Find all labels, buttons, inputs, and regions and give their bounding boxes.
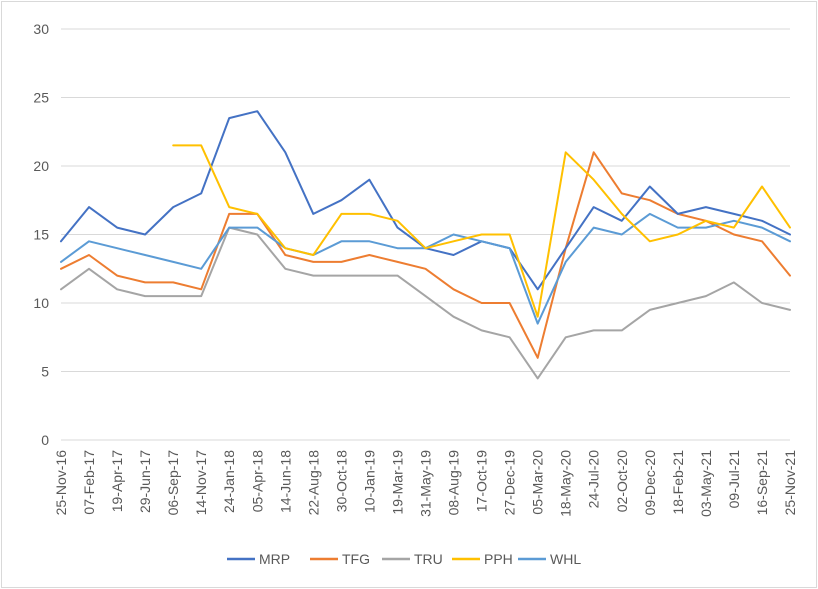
- legend-label: TRU: [414, 551, 443, 567]
- legend-label: WHL: [550, 551, 581, 567]
- x-tick-label: 25-Nov-21: [782, 450, 798, 516]
- x-tick-label: 31-May-19: [418, 450, 434, 517]
- x-tick-label: 08-Aug-19: [446, 450, 462, 516]
- legend-label: PPH: [484, 551, 513, 567]
- x-tick-label: 05-Apr-18: [249, 450, 265, 512]
- x-tick-label: 02-Oct-20: [614, 450, 630, 512]
- y-tick-label: 25: [33, 90, 49, 106]
- x-tick-label: 07-Feb-17: [81, 450, 97, 515]
- legend-label: TFG: [342, 551, 370, 567]
- legend-item-tru: TRU: [382, 551, 443, 567]
- series-line-mrp: [60, 110, 791, 291]
- x-axis-ticks: 25-Nov-16 07-Feb-17 19-Apr-17 29-Jun-17 06-S…: [53, 450, 798, 517]
- x-tick-label: 18-Feb-21: [670, 450, 686, 515]
- series-lines: [60, 110, 791, 380]
- gridlines: [61, 28, 790, 441]
- y-tick-label: 5: [41, 364, 49, 380]
- x-tick-label: 05-Mar-20: [530, 450, 546, 515]
- series-line-tfg: [60, 151, 791, 359]
- x-tick-label: 09-Jul-21: [726, 450, 742, 509]
- x-tick-label: 27-Dec-19: [502, 450, 518, 516]
- y-tick-label: 10: [33, 295, 49, 311]
- y-tick-label: 0: [41, 432, 49, 448]
- x-tick-label: 24-Jan-18: [221, 450, 237, 513]
- series-line-pph: [172, 144, 791, 318]
- x-tick-label: 25-Nov-16: [53, 450, 69, 516]
- legend-item-tfg: TFG: [310, 551, 370, 567]
- x-tick-label: 06-Sep-17: [165, 450, 181, 516]
- x-tick-label: 10-Jan-19: [361, 450, 377, 513]
- x-tick-label: 24-Jul-20: [586, 450, 602, 509]
- legend: MRP TFG TRU PPH WHL: [227, 551, 581, 567]
- x-tick-label: 14-Jun-18: [277, 450, 293, 513]
- x-tick-label: 19-Apr-17: [109, 450, 125, 512]
- x-tick-label: 19-Mar-19: [389, 450, 405, 515]
- legend-item-pph: PPH: [452, 551, 513, 567]
- y-tick-label: 20: [33, 158, 49, 174]
- y-axis-ticks: 0 5 10 15 20 25 30: [33, 21, 49, 448]
- x-tick-label: 03-May-21: [698, 450, 714, 517]
- x-tick-label: 16-Sep-21: [754, 450, 770, 516]
- legend-item-mrp: MRP: [227, 551, 290, 567]
- legend-item-whl: WHL: [518, 551, 581, 567]
- x-tick-label: 29-Jun-17: [137, 450, 153, 513]
- y-tick-label: 15: [33, 227, 49, 243]
- y-tick-label: 30: [33, 21, 49, 37]
- x-tick-label: 09-Dec-20: [642, 450, 658, 516]
- x-tick-label: 30-Oct-18: [333, 450, 349, 512]
- x-tick-label: 22-Aug-18: [305, 450, 321, 516]
- x-tick-label: 18-May-20: [558, 450, 574, 517]
- x-tick-label: 17-Oct-19: [474, 450, 490, 512]
- legend-label: MRP: [259, 551, 290, 567]
- x-tick-label: 14-Nov-17: [193, 450, 209, 516]
